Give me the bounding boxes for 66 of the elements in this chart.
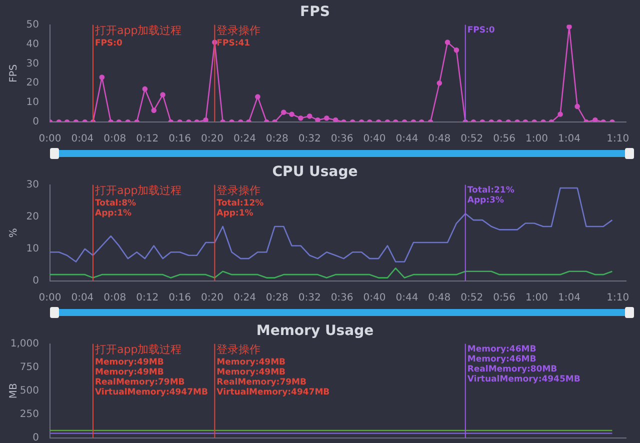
annotation: 打开app加载过程 Memory:49MB Memory:49MB RealMemory:79MB VirtualMemory:4947MB (94, 343, 208, 398)
x-tick-label: 0:48 (428, 292, 451, 304)
annotation: 登录操作 Memory:49MB Memory:49MB RealMemory:79MB VirtualMemory:4947MB (216, 343, 330, 398)
y-tick-label: 0 (32, 276, 39, 287)
x-tick-label: 0:52 (460, 134, 484, 145)
x-tick-label: 0:12 (136, 292, 159, 304)
chart-title: FPS (300, 4, 330, 20)
y-tick-label: 1,000 (10, 338, 39, 350)
x-tick-label: 0:28 (266, 134, 288, 145)
y-tick-label: 0 (32, 116, 39, 128)
x-tick-label: 1:10 (606, 292, 630, 304)
x-tick-label: 0:52 (460, 292, 484, 304)
x-tick-label: 0:16 (168, 134, 192, 145)
x-tick-label: 0:36 (330, 134, 354, 145)
x-tick-label: 0:56 (493, 134, 516, 145)
y-tick-label: 250 (20, 409, 39, 420)
y-axis-title: % (8, 228, 20, 238)
x-tick-label: 0:04 (71, 134, 94, 145)
x-tick-label: 0:44 (396, 292, 418, 304)
x-tick-label: 0:40 (363, 292, 386, 304)
x-tick-label: 0:08 (104, 292, 126, 304)
x-tick-label: 1:04 (558, 292, 580, 304)
x-tick-label: 0:44 (396, 134, 418, 145)
x-tick-label: 0:16 (168, 292, 192, 304)
y-tick-label: 0 (32, 432, 39, 443)
x-tick-label: 0:36 (330, 292, 354, 304)
chart-title: CPU Usage (272, 164, 358, 180)
annotation: FPS:0 (467, 25, 495, 36)
y-tick-label: 30 (26, 179, 39, 190)
y-tick-label: 20 (26, 211, 39, 222)
y-tick-label: 40 (26, 38, 39, 50)
x-tick-label: 0:28 (266, 292, 288, 304)
x-tick-label: 0:20 (201, 134, 224, 145)
y-tick-label: 50 (26, 19, 39, 30)
x-tick-label: 0:24 (233, 134, 256, 145)
y-tick-label: 750 (20, 362, 39, 373)
y-tick-label: 500 (20, 385, 39, 396)
annotation: 登录操作 Total:12% App:1% (216, 184, 264, 218)
x-tick-label: 1:00 (526, 292, 548, 304)
x-tick-label: 0:00 (38, 134, 62, 145)
x-tick-label: 1:00 (526, 134, 548, 145)
annotation: 打开app加载过程 FPS:0 (94, 24, 182, 48)
x-tick-label: 0:56 (493, 292, 516, 304)
y-tick-label: 10 (26, 97, 39, 108)
x-tick-label: 1:10 (606, 134, 630, 145)
annotation: 打开app加载过程 Total:8% App:1% (94, 184, 182, 218)
x-tick-label: 0:12 (136, 134, 159, 145)
y-tick-label: 10 (26, 244, 39, 255)
x-tick-label: 0:08 (104, 134, 126, 145)
x-tick-label: 0:20 (201, 292, 224, 304)
x-tick-label: 0:48 (428, 134, 451, 145)
y-axis-title: FPS (8, 64, 20, 82)
y-axis-title: MB (8, 383, 20, 399)
annotation: Memory:46MB Memory:46MB RealMemory:80MB VirtualMemory:4945MB (467, 344, 580, 384)
annotation: 登录操作 FPS:41 (216, 24, 261, 48)
x-tick-label: 1:04 (558, 134, 580, 145)
x-tick-label: 0:24 (233, 292, 256, 304)
y-tick-label: 30 (26, 58, 39, 70)
annotation: Total:21% App:3% (467, 185, 515, 206)
y-tick-label: 20 (26, 78, 39, 89)
x-tick-label: 0:32 (298, 134, 321, 145)
x-tick-label: 0:32 (298, 292, 321, 304)
x-tick-label: 0:00 (38, 292, 62, 304)
x-tick-label: 0:40 (363, 134, 386, 145)
x-tick-label: 0:04 (71, 292, 94, 304)
chart-title: Memory Usage (256, 323, 374, 340)
